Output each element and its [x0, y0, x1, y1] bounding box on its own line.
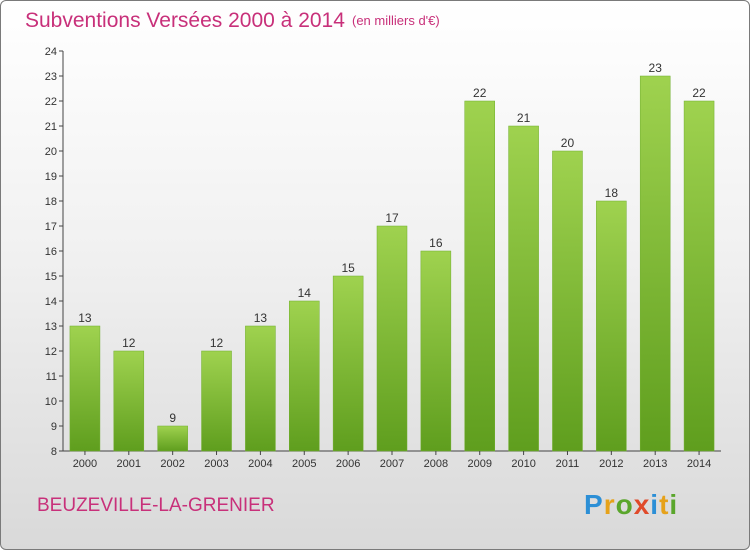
- bar: [245, 325, 276, 452]
- bar: [552, 150, 583, 452]
- x-tick-label: 2004: [248, 458, 272, 470]
- bar: [420, 250, 452, 452]
- y-tick-label: 18: [45, 196, 57, 208]
- y-tick-label: 10: [45, 396, 57, 408]
- bar: [683, 100, 715, 452]
- logo-letter: i: [669, 489, 679, 520]
- logo-letter: r: [603, 489, 616, 520]
- y-tick-label: 22: [45, 96, 57, 108]
- logo-letter: i: [650, 489, 660, 520]
- y-tick-label: 20: [45, 146, 57, 158]
- proxiti-logo: Proxiti: [584, 489, 678, 521]
- bar-value-label: 14: [298, 286, 312, 300]
- bar-value-label: 20: [561, 136, 575, 150]
- bar: [508, 125, 539, 452]
- chart-subtitle: (en milliers d'€): [352, 13, 440, 28]
- y-tick-label: 16: [45, 246, 57, 258]
- bar-value-label: 13: [254, 311, 268, 325]
- x-tick-label: 2007: [380, 458, 404, 470]
- logo-letter: P: [584, 489, 604, 520]
- bar-value-label: 12: [122, 336, 136, 350]
- y-tick-label: 21: [45, 121, 57, 133]
- y-tick-label: 13: [45, 321, 57, 333]
- bar: [464, 100, 495, 452]
- x-tick-label: 2014: [687, 458, 711, 470]
- commune-name: BEUZEVILLE-LA-GRENIER: [37, 495, 275, 516]
- bar: [289, 300, 320, 452]
- chart-title: Subventions Versées 2000 à 2014: [25, 9, 345, 32]
- y-tick-label: 14: [45, 296, 57, 308]
- bar-value-label: 16: [429, 236, 443, 250]
- bar: [113, 350, 145, 452]
- x-tick-label: 2001: [117, 458, 141, 470]
- y-tick-label: 12: [45, 346, 57, 358]
- bar-value-label: 18: [605, 186, 619, 200]
- bar-value-label: 12: [210, 336, 224, 350]
- bar: [157, 425, 188, 452]
- y-tick-label: 8: [51, 446, 57, 458]
- bar-value-label: 22: [473, 86, 487, 100]
- bar-value-label: 22: [692, 86, 706, 100]
- bar: [639, 75, 671, 452]
- bar-value-label: 9: [169, 411, 176, 425]
- y-tick-label: 9: [51, 421, 57, 433]
- x-tick-label: 2005: [292, 458, 316, 470]
- bar: [376, 225, 408, 452]
- bar-value-label: 17: [385, 211, 399, 225]
- logo-letter: o: [615, 489, 634, 520]
- x-tick-label: 2000: [73, 458, 97, 470]
- x-tick-label: 2011: [556, 458, 580, 470]
- x-tick-label: 2008: [424, 458, 448, 470]
- bar: [201, 350, 232, 452]
- bar: [332, 275, 364, 452]
- bar-value-label: 21: [517, 111, 531, 125]
- x-tick-label: 2006: [336, 458, 360, 470]
- bar: [596, 200, 627, 452]
- bar-value-label: 15: [341, 261, 355, 275]
- logo-letter: x: [633, 489, 651, 520]
- y-tick-label: 17: [45, 221, 57, 233]
- bar-value-label: 13: [78, 311, 92, 325]
- logo-letter: t: [659, 489, 670, 520]
- y-tick-label: 24: [45, 46, 57, 58]
- x-tick-label: 2009: [467, 458, 491, 470]
- bar: [69, 325, 101, 452]
- x-tick-label: 2002: [160, 458, 184, 470]
- y-tick-label: 19: [45, 171, 57, 183]
- x-tick-label: 2003: [204, 458, 228, 470]
- x-tick-label: 2010: [511, 458, 535, 470]
- y-tick-label: 23: [45, 71, 57, 83]
- y-tick-label: 11: [46, 371, 57, 383]
- bar-value-label: 23: [649, 61, 663, 75]
- y-tick-label: 15: [45, 271, 57, 283]
- x-tick-label: 2013: [643, 458, 667, 470]
- x-tick-label: 2012: [599, 458, 623, 470]
